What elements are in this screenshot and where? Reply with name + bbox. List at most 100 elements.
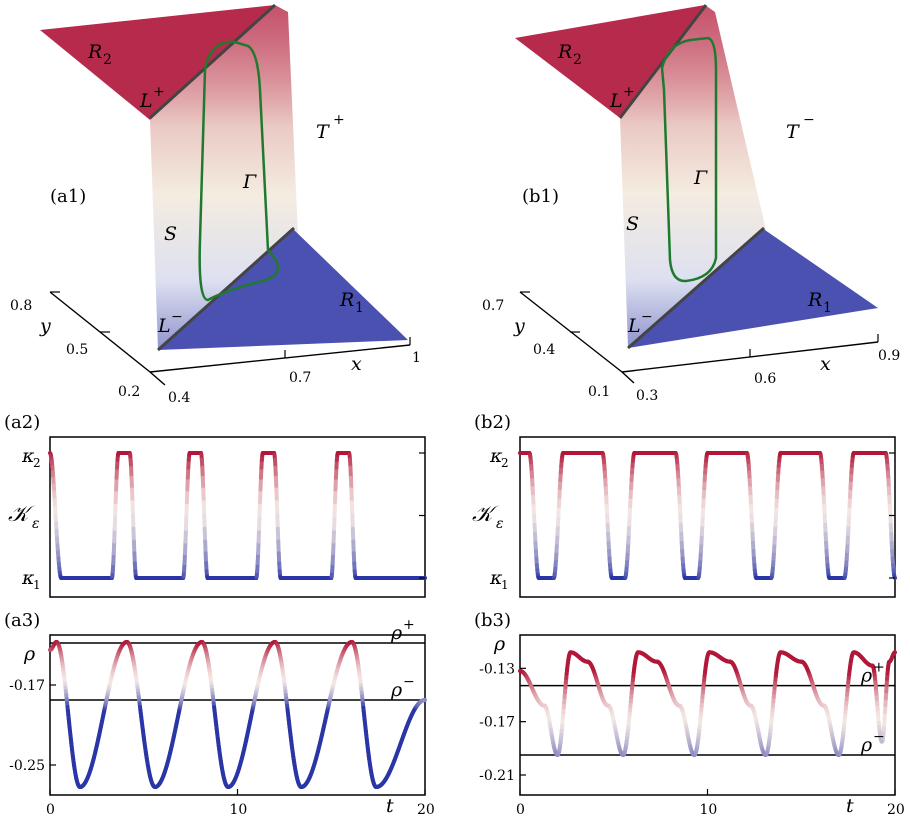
svg-text:L: L [609, 90, 623, 112]
fold-line-top [148, 3, 277, 120]
label-l-minus: L − [157, 309, 183, 337]
panel-label: (a2) [4, 412, 40, 433]
panel-label: (b3) [474, 610, 511, 631]
x-tick-label: 20 [887, 802, 905, 818]
svg-text:T: T [316, 121, 330, 143]
svg-text:L: L [157, 315, 171, 337]
y-tick-label: 0.1 [588, 384, 610, 400]
y-tick-label: 0.2 [118, 384, 140, 400]
panel-label: (b1) [522, 186, 559, 207]
svg-text:ε: ε [32, 516, 40, 532]
x-tick-label: 0.7 [289, 370, 311, 386]
svg-text:R: R [339, 289, 354, 311]
panel-label: (a3) [4, 610, 40, 631]
x-tick-label: 0.3 [636, 388, 658, 404]
svg-text:L: L [627, 315, 641, 337]
y-tick-label: -0.17 [9, 678, 45, 694]
threshold-label: ρ [860, 734, 873, 756]
svg-text:κ: κ [21, 567, 35, 589]
svg-text:κ: κ [21, 445, 35, 467]
axis-ticks [50, 291, 411, 358]
y-tick-label: 0.7 [482, 298, 504, 314]
panel-label: (a1) [50, 186, 86, 207]
svg-text:T: T [786, 121, 800, 143]
label-l-plus: L + [139, 84, 165, 112]
tick-labels: 0 10 20 -0.13 -0.17 -0.21 [479, 661, 905, 818]
x-axis-label: x [820, 353, 831, 375]
svg-text:+: + [623, 84, 635, 100]
rho-series: ρ +ρ − [48, 617, 427, 789]
svg-text:ε: ε [496, 516, 504, 532]
svg-text:2: 2 [33, 456, 41, 470]
x-axis-label: t [386, 795, 394, 817]
svg-text:1: 1 [823, 300, 832, 316]
label-l-minus: L − [627, 309, 653, 337]
x-tick-label: 0.6 [754, 371, 776, 387]
label-t: T− [786, 112, 815, 143]
svg-text:−: − [171, 309, 183, 325]
region-r1-plane [628, 228, 878, 348]
y-axis-label: ρ [23, 643, 36, 665]
threshold-label-sup: − [403, 674, 415, 690]
y-tick-kappa1: κ1 [489, 567, 509, 592]
svg-text:κ: κ [489, 445, 503, 467]
y-tick-label: -0.13 [479, 661, 515, 677]
plot-frame [519, 436, 896, 598]
svg-text:L: L [139, 90, 153, 112]
svg-text:R: R [87, 41, 102, 63]
panel-b3-plot: (b3) ρ t ρ +ρ − 0 10 20-0.13-0.17-0.21 [474, 610, 905, 818]
threshold-label-sup: + [403, 617, 415, 633]
svg-text:R: R [807, 289, 822, 311]
x-tick-label: 0 [516, 802, 525, 818]
threshold-label: ρ [860, 665, 873, 687]
region-r2-plane [40, 5, 275, 120]
label-s: S [164, 223, 177, 245]
y-tick-kappa2: κ2 [21, 445, 41, 470]
svg-text:1: 1 [355, 300, 364, 316]
plot-frame [49, 436, 426, 598]
y-axis-label: ρ [493, 633, 506, 655]
kappa-series [48, 451, 427, 580]
svg-text:𝒦: 𝒦 [472, 502, 499, 527]
x-tick-label: 0.9 [878, 348, 900, 364]
y-axis-label: y [39, 315, 51, 337]
fold-line-bottom [627, 226, 765, 350]
x-axis-label: t [846, 795, 854, 817]
kappa-series [518, 451, 897, 580]
threshold-label-sup: − [873, 729, 885, 745]
svg-text:+: + [333, 112, 345, 128]
threshold-label-sup: + [873, 660, 885, 676]
axis-ticks [520, 291, 879, 357]
label-gamma: Γ [242, 171, 257, 193]
y-tick-label: 0.8 [10, 298, 32, 314]
slope-surface [620, 5, 766, 348]
svg-text:−: − [641, 309, 653, 325]
svg-text:2: 2 [103, 52, 112, 68]
y-tick-kappa1: κ1 [21, 567, 41, 592]
svg-text:2: 2 [501, 456, 509, 470]
y-axis-label: y [513, 315, 525, 337]
svg-text:κ: κ [489, 567, 503, 589]
y-tick-label: -0.21 [479, 768, 515, 784]
fold-line-bottom [156, 226, 296, 352]
x-tick-label: 1 [412, 350, 421, 366]
region-r1-plane [158, 228, 408, 350]
threshold-label: ρ [390, 679, 403, 701]
svg-text:+: + [153, 84, 165, 100]
svg-text:𝒦: 𝒦 [8, 502, 35, 527]
label-l-plus: L + [609, 84, 635, 112]
label-gamma: Γ [693, 167, 708, 189]
rho-series: ρ +ρ − [518, 650, 897, 757]
x-tick-label: 0.4 [168, 390, 190, 406]
panel-a3-plot: (a3) ρ t ρ +ρ − 0 10 20-0.17-0.25 [4, 610, 435, 818]
panel-label: (b2) [474, 412, 511, 433]
y-tick-label: -0.17 [479, 715, 515, 731]
